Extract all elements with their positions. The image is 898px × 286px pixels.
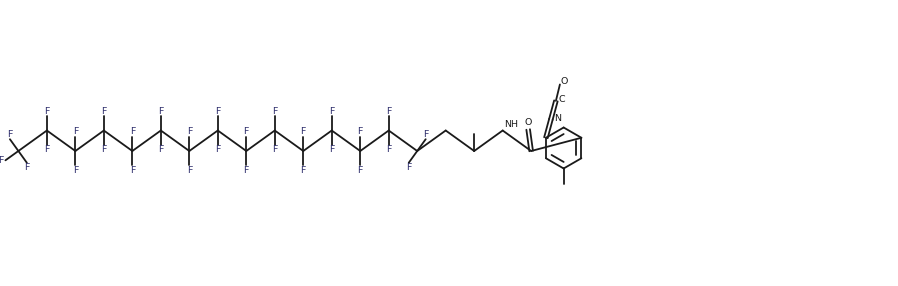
Text: F: F <box>216 106 221 116</box>
Text: O: O <box>560 78 568 86</box>
Text: C: C <box>559 95 565 104</box>
Text: F: F <box>73 127 78 136</box>
Text: F: F <box>272 106 277 116</box>
Text: F: F <box>158 106 163 116</box>
Text: F: F <box>187 166 192 175</box>
Text: F: F <box>24 163 30 172</box>
Text: F: F <box>301 166 306 175</box>
Text: F: F <box>158 146 163 154</box>
Text: F: F <box>44 146 49 154</box>
Text: F: F <box>101 146 107 154</box>
Text: F: F <box>386 106 392 116</box>
Text: F: F <box>406 163 411 172</box>
Text: F: F <box>73 166 78 175</box>
Text: F: F <box>272 146 277 154</box>
Text: F: F <box>357 127 363 136</box>
Text: F: F <box>216 146 221 154</box>
Text: F: F <box>301 127 306 136</box>
Text: F: F <box>357 166 363 175</box>
Text: F: F <box>329 106 334 116</box>
Text: NH: NH <box>504 120 518 129</box>
Text: F: F <box>243 127 249 136</box>
Text: F: F <box>0 156 3 165</box>
Text: F: F <box>243 166 249 175</box>
Text: F: F <box>423 130 428 139</box>
Text: F: F <box>129 166 135 175</box>
Text: O: O <box>524 118 532 128</box>
Text: F: F <box>386 146 392 154</box>
Text: N: N <box>554 114 561 123</box>
Text: F: F <box>7 130 13 139</box>
Text: F: F <box>101 106 107 116</box>
Text: F: F <box>129 127 135 136</box>
Text: F: F <box>329 146 334 154</box>
Text: F: F <box>44 106 49 116</box>
Text: F: F <box>187 127 192 136</box>
